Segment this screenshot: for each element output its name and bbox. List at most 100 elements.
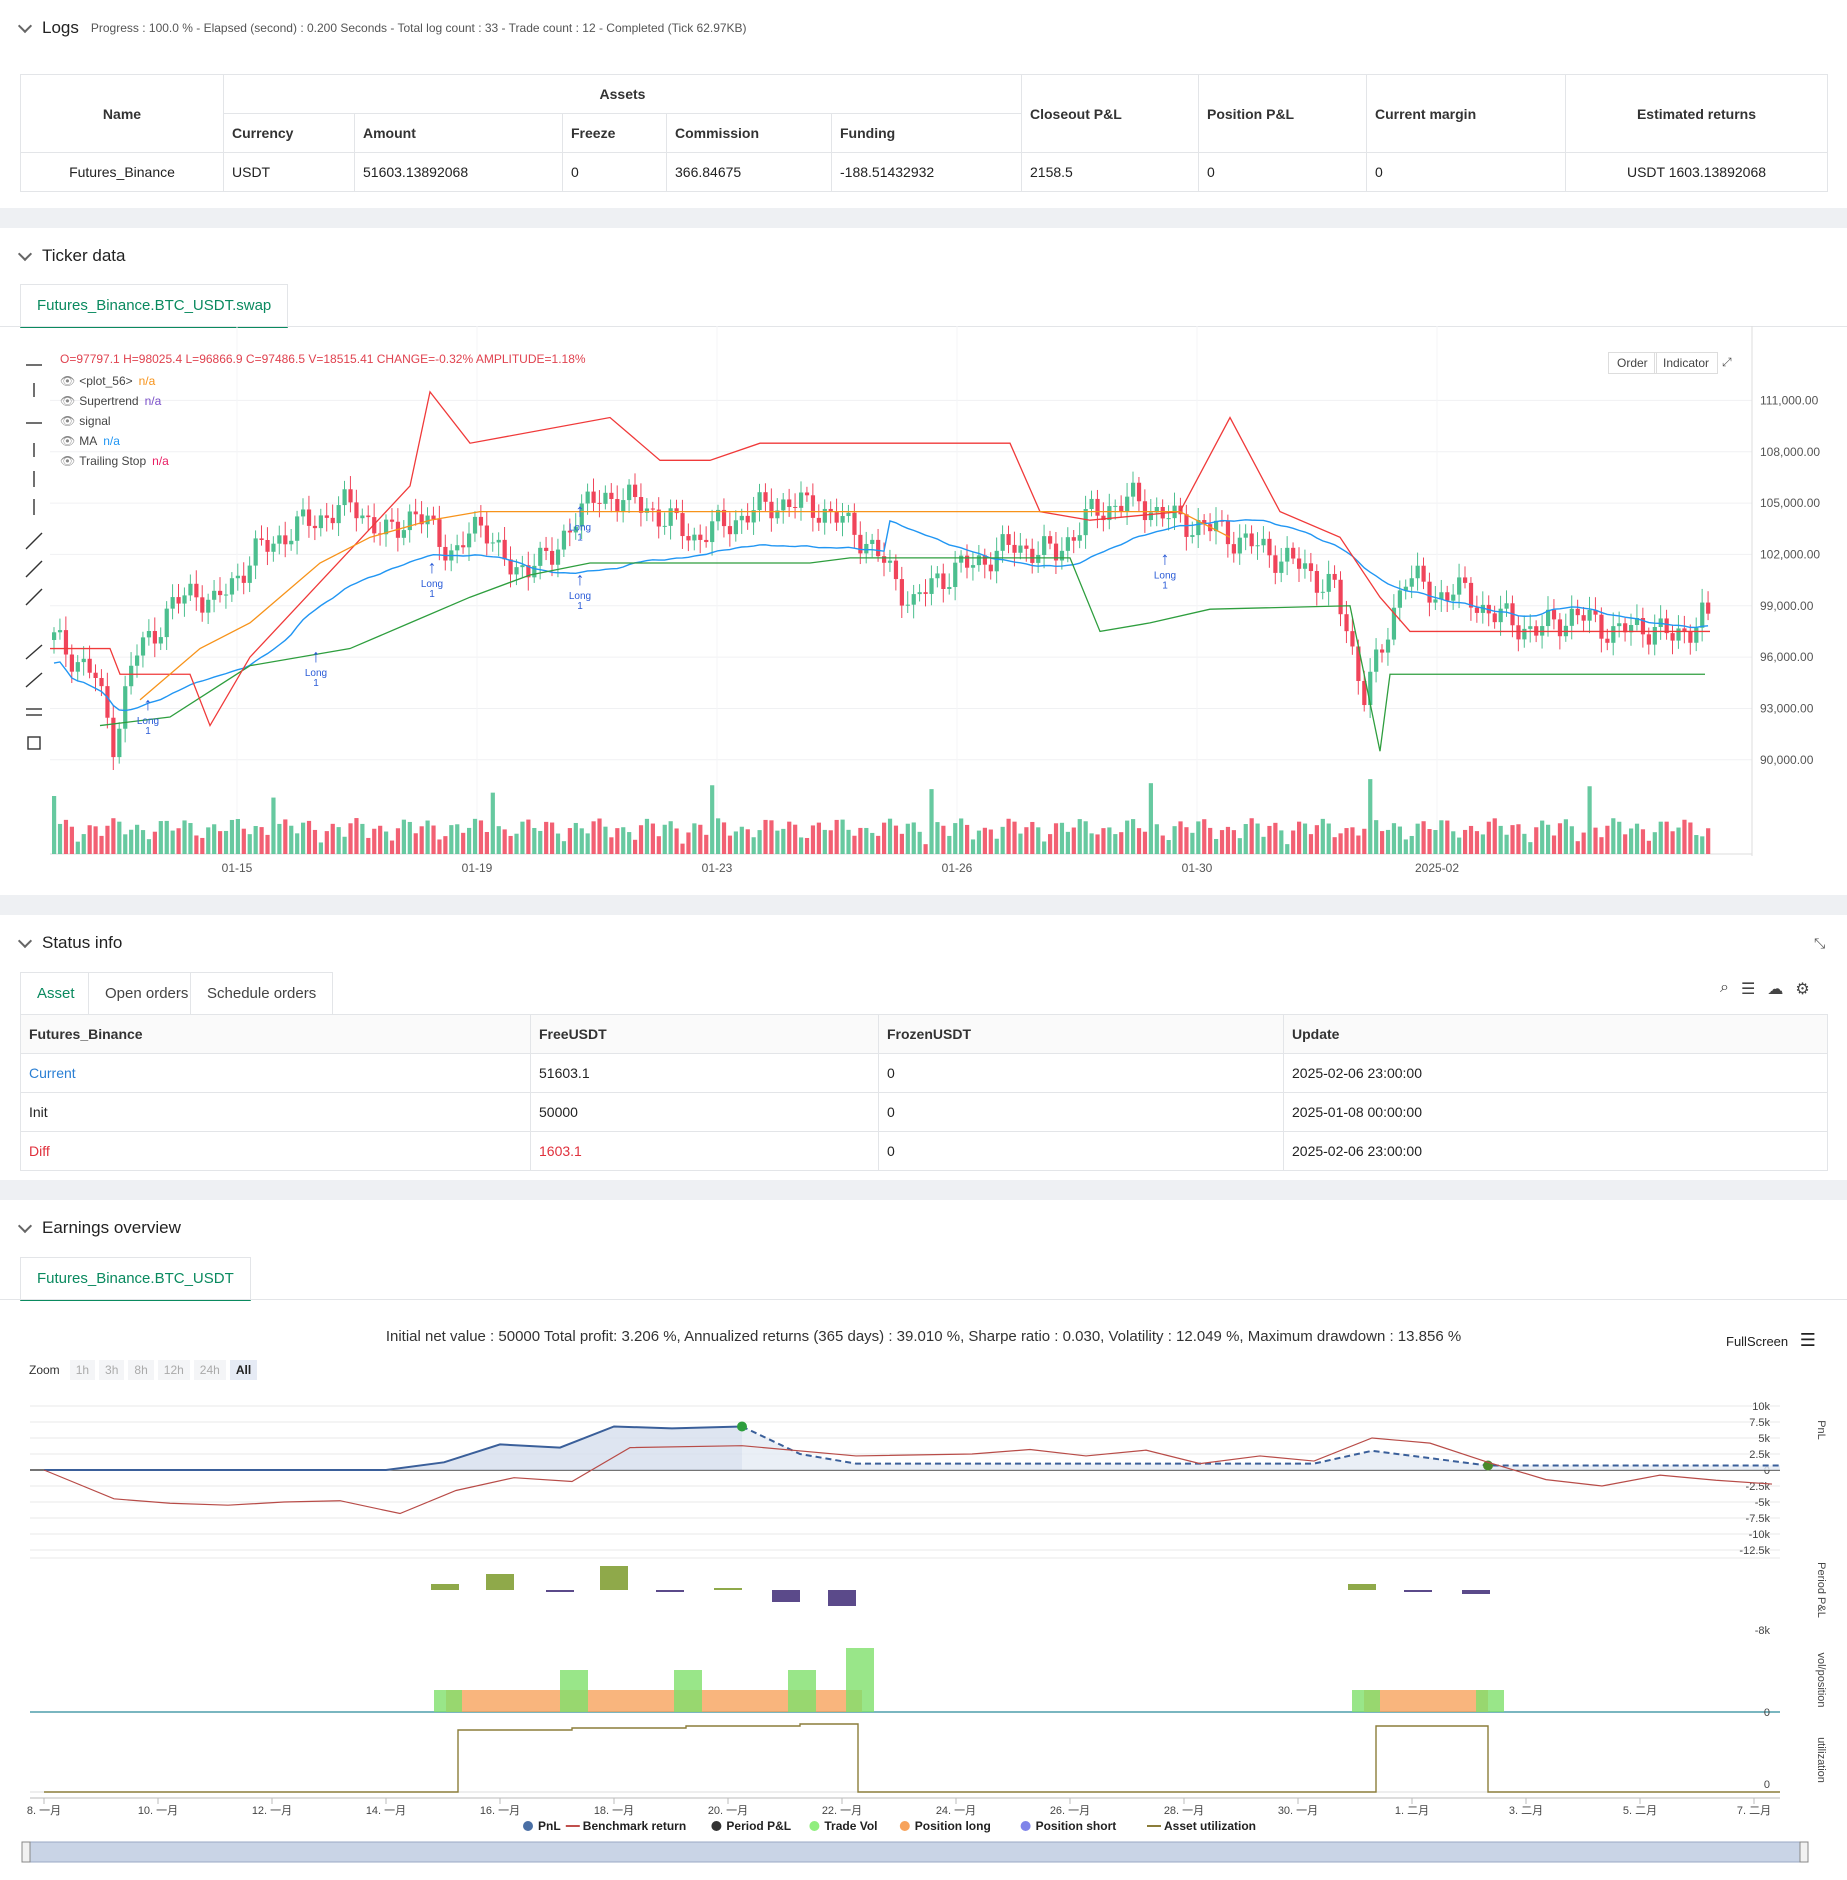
- status-header[interactable]: Status info: [17, 933, 122, 953]
- list-icon[interactable]: ☰: [1740, 981, 1756, 998]
- indicator-legend: 👁 <plot_56> n/a 👁 Supertrend n/a 👁 signal 👁 MA n/a…: [60, 371, 169, 471]
- candle-body: [544, 547, 549, 551]
- volume-bar: [69, 826, 74, 854]
- volume-bar: [1504, 834, 1509, 854]
- candle-body: [686, 536, 691, 541]
- candle-body: [218, 590, 223, 596]
- candle-body: [769, 501, 774, 519]
- zoom-24h[interactable]: 24h: [193, 1360, 226, 1380]
- volume-bar: [1101, 828, 1106, 854]
- candle-body: [1237, 537, 1242, 554]
- navigator-handle: [1799, 1841, 1809, 1863]
- volume-bar: [816, 822, 821, 854]
- earnings-chart[interactable]: 10k7.5k5k2.5k0-2.5k-5k-7.5k-10k-12.5k-8k…: [0, 1390, 1847, 1880]
- candle-body: [437, 519, 442, 547]
- volume-bar: [538, 830, 543, 854]
- candle-body: [496, 539, 501, 543]
- legend-item[interactable]: 👁 <plot_56> n/a: [60, 371, 169, 391]
- zoom-3h[interactable]: 3h: [99, 1360, 125, 1380]
- candle-body: [1468, 582, 1474, 608]
- candle-body: [135, 655, 140, 666]
- legend-label[interactable]: Position long: [915, 1819, 991, 1833]
- candle-body: [1587, 609, 1592, 621]
- eye-icon[interactable]: 👁: [60, 374, 76, 388]
- volume-bar: [336, 827, 341, 854]
- candle-body: [301, 509, 306, 517]
- trade-vol-bar: [1352, 1690, 1380, 1712]
- candlestick-chart[interactable]: 111,000.00 108,000.00 105,000.00 102,000.00…: [0, 326, 1847, 895]
- x-tick-label: 01-26: [942, 861, 973, 875]
- legend-label[interactable]: PnL: [538, 1819, 561, 1833]
- eye-icon[interactable]: 👁: [60, 434, 76, 448]
- chevron-down-icon[interactable]: [17, 933, 33, 948]
- volume-bar: [366, 837, 371, 854]
- fullscreen-button[interactable]: FullScreen ☰: [1726, 1330, 1816, 1351]
- legend-label[interactable]: Benchmark return: [583, 1819, 686, 1833]
- legend-label[interactable]: Period P&L: [726, 1819, 791, 1833]
- earnings-header[interactable]: Earnings overview: [17, 1218, 181, 1238]
- volume-bar: [1012, 821, 1017, 854]
- zoom-1h[interactable]: 1h: [69, 1360, 96, 1380]
- zoom-12h[interactable]: 12h: [157, 1360, 190, 1380]
- eye-icon[interactable]: 👁: [60, 394, 76, 408]
- zoom-8h[interactable]: 8h: [128, 1360, 154, 1380]
- legend-label[interactable]: Position short: [1036, 1819, 1117, 1833]
- candle-body: [1053, 543, 1059, 561]
- signal-qty: 1: [145, 726, 151, 737]
- expand-icon[interactable]: ⤢: [1722, 355, 1732, 369]
- volume-bar: [520, 821, 525, 854]
- legend-item[interactable]: 👁 Trailing Stop n/a: [60, 451, 169, 471]
- volume-bar: [1172, 826, 1177, 854]
- volume-bar: [158, 821, 163, 854]
- tab-schedule-orders[interactable]: Schedule orders: [190, 972, 334, 1015]
- legend-item[interactable]: 👁 signal: [60, 411, 169, 431]
- volume-bar: [1557, 823, 1563, 854]
- volume-bar: [1640, 829, 1646, 854]
- tab-ticker-symbol[interactable]: Futures_Binance.BTC_USDT.swap: [20, 284, 289, 328]
- candle-body: [1308, 563, 1314, 572]
- candle-body: [1131, 482, 1136, 497]
- x-tick-label: 20. 一月: [708, 1805, 748, 1817]
- logs-header[interactable]: Logs Progress : 100.0 % - Elapsed (secon…: [17, 18, 747, 38]
- ticker-header[interactable]: Ticker data: [17, 246, 125, 266]
- legend-label[interactable]: Trade Vol: [824, 1819, 877, 1833]
- candle-body: [241, 575, 246, 583]
- volume-bar: [1077, 819, 1082, 854]
- zoom-all[interactable]: All: [229, 1360, 258, 1380]
- volume-bar: [1261, 836, 1266, 854]
- volume-bar: [306, 820, 312, 854]
- gear-icon[interactable]: ⚙: [1795, 981, 1810, 998]
- volume-bar: [1291, 830, 1296, 854]
- volume-bar: [1208, 827, 1213, 854]
- candle-body: [271, 543, 276, 552]
- cloud-download-icon[interactable]: ☁: [1767, 981, 1784, 998]
- collapse-icon[interactable]: ⤡: [1814, 935, 1826, 951]
- search-icon[interactable]: ⌕: [1720, 979, 1729, 996]
- tab-earnings-symbol[interactable]: Futures_Binance.BTC_USDT: [20, 1257, 251, 1301]
- eye-icon[interactable]: 👁: [60, 454, 76, 468]
- chevron-down-icon[interactable]: [17, 18, 33, 33]
- candle-body: [816, 517, 821, 523]
- indicator-button[interactable]: Indicator: [1654, 352, 1719, 374]
- eye-icon[interactable]: 👁: [60, 414, 76, 428]
- candle-body: [609, 492, 614, 500]
- chevron-down-icon[interactable]: [17, 1218, 33, 1233]
- order-button[interactable]: Order: [1608, 352, 1657, 374]
- chevron-down-icon[interactable]: [17, 246, 33, 261]
- legend-item[interactable]: 👁 MA n/a: [60, 431, 169, 451]
- legend-label[interactable]: Asset utilization: [1164, 1819, 1256, 1833]
- logs-section: Logs Progress : 100.0 % - Elapsed (secon…: [0, 0, 1847, 208]
- menu-icon[interactable]: ☰: [1799, 1330, 1816, 1350]
- candle-body: [1065, 537, 1070, 551]
- volume-bar: [1706, 828, 1711, 854]
- candle-body: [490, 542, 495, 544]
- candle-body: [1214, 520, 1219, 532]
- volume-bar: [176, 828, 181, 854]
- tab-open-orders[interactable]: Open orders: [88, 972, 206, 1015]
- tab-asset[interactable]: Asset: [20, 972, 92, 1016]
- row-label-current[interactable]: Current: [20, 1053, 531, 1093]
- signal-label: Long: [569, 591, 591, 602]
- drawing-tools-icons[interactable]: [22, 353, 46, 773]
- volume-bar: [893, 825, 899, 854]
- legend-item[interactable]: 👁 Supertrend n/a: [60, 391, 169, 411]
